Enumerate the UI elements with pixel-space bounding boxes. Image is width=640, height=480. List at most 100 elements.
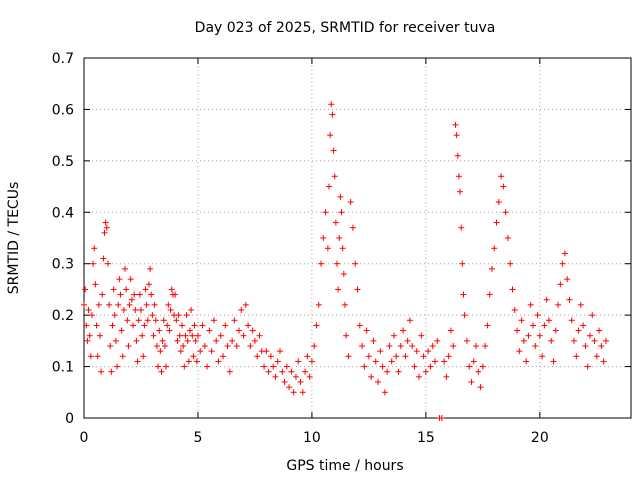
data-point bbox=[602, 337, 609, 344]
data-point bbox=[302, 368, 309, 375]
y-tick-label: 0.6 bbox=[52, 102, 74, 118]
data-point bbox=[559, 260, 566, 267]
data-point bbox=[324, 245, 331, 252]
data-point bbox=[143, 301, 150, 308]
data-point bbox=[525, 332, 532, 339]
data-point bbox=[329, 111, 336, 118]
data-point bbox=[457, 188, 464, 195]
data-point bbox=[168, 286, 175, 293]
data-point bbox=[445, 353, 452, 360]
data-point bbox=[573, 353, 580, 360]
data-point bbox=[176, 332, 183, 339]
data-point bbox=[304, 353, 311, 360]
data-point bbox=[393, 353, 400, 360]
data-point bbox=[454, 152, 461, 159]
data-point bbox=[379, 363, 386, 370]
data-point bbox=[536, 332, 543, 339]
data-point bbox=[577, 301, 584, 308]
data-point bbox=[470, 358, 477, 365]
data-point bbox=[161, 343, 168, 349]
data-point bbox=[172, 291, 179, 298]
data-point bbox=[249, 327, 256, 334]
data-point bbox=[180, 343, 187, 349]
data-point bbox=[141, 322, 148, 329]
data-point bbox=[238, 307, 245, 313]
x-tick-label: 20 bbox=[531, 430, 549, 446]
data-point bbox=[127, 276, 134, 283]
data-point bbox=[104, 260, 111, 267]
data-point bbox=[328, 101, 335, 108]
data-point bbox=[115, 301, 122, 308]
data-point bbox=[116, 276, 123, 283]
data-point bbox=[210, 317, 217, 324]
data-point bbox=[427, 363, 434, 370]
data-point bbox=[152, 317, 159, 324]
data-point bbox=[206, 327, 213, 334]
data-point bbox=[86, 332, 93, 339]
data-point bbox=[274, 358, 281, 365]
data-point bbox=[331, 173, 338, 180]
data-point bbox=[381, 389, 388, 396]
data-point bbox=[90, 260, 97, 267]
data-point bbox=[339, 245, 346, 252]
data-point bbox=[136, 291, 143, 298]
data-point bbox=[193, 358, 200, 365]
data-point bbox=[338, 209, 345, 216]
data-point bbox=[256, 332, 263, 339]
data-point bbox=[165, 301, 172, 308]
data-point bbox=[164, 322, 171, 329]
data-point bbox=[167, 307, 174, 313]
data-point bbox=[217, 332, 224, 339]
data-point bbox=[365, 353, 372, 360]
data-point bbox=[356, 322, 363, 329]
data-point bbox=[555, 301, 562, 308]
data-point bbox=[532, 343, 539, 349]
data-point bbox=[267, 353, 274, 360]
data-point bbox=[413, 348, 420, 355]
data-point bbox=[411, 363, 418, 370]
data-point bbox=[201, 343, 208, 349]
data-point bbox=[479, 363, 486, 370]
data-point bbox=[150, 332, 157, 339]
data-point bbox=[335, 286, 342, 293]
data-point bbox=[148, 291, 155, 298]
data-point bbox=[406, 317, 413, 324]
data-point bbox=[420, 353, 427, 360]
data-point bbox=[174, 337, 181, 344]
data-point bbox=[109, 322, 116, 329]
data-point bbox=[290, 389, 297, 396]
data-point bbox=[450, 343, 457, 349]
data-point bbox=[175, 312, 182, 319]
data-point bbox=[516, 348, 523, 355]
y-tick-label: 0.5 bbox=[52, 154, 74, 170]
data-point bbox=[434, 337, 441, 344]
data-point bbox=[189, 332, 196, 339]
data-point bbox=[145, 281, 152, 288]
data-point bbox=[534, 312, 541, 319]
data-point bbox=[359, 343, 366, 349]
data-point bbox=[584, 363, 591, 370]
data-point bbox=[188, 307, 195, 313]
data-point bbox=[151, 301, 158, 308]
data-point bbox=[388, 358, 395, 365]
data-point bbox=[402, 353, 409, 360]
data-point bbox=[409, 343, 416, 349]
data-point bbox=[477, 384, 484, 391]
data-point bbox=[511, 307, 518, 313]
data-point bbox=[272, 373, 279, 380]
data-point bbox=[523, 358, 530, 365]
x-tick-label: 5 bbox=[193, 430, 202, 446]
y-tick-label: 0.7 bbox=[52, 51, 74, 67]
data-point bbox=[220, 353, 227, 360]
data-point bbox=[226, 368, 233, 375]
data-point bbox=[459, 260, 466, 267]
data-point bbox=[397, 343, 404, 349]
data-point bbox=[281, 379, 288, 385]
data-point bbox=[550, 358, 557, 365]
data-point bbox=[552, 327, 559, 334]
data-point bbox=[466, 363, 473, 370]
data-point bbox=[580, 322, 587, 329]
data-point bbox=[191, 322, 198, 329]
data-point bbox=[460, 291, 467, 298]
data-point bbox=[425, 348, 432, 355]
